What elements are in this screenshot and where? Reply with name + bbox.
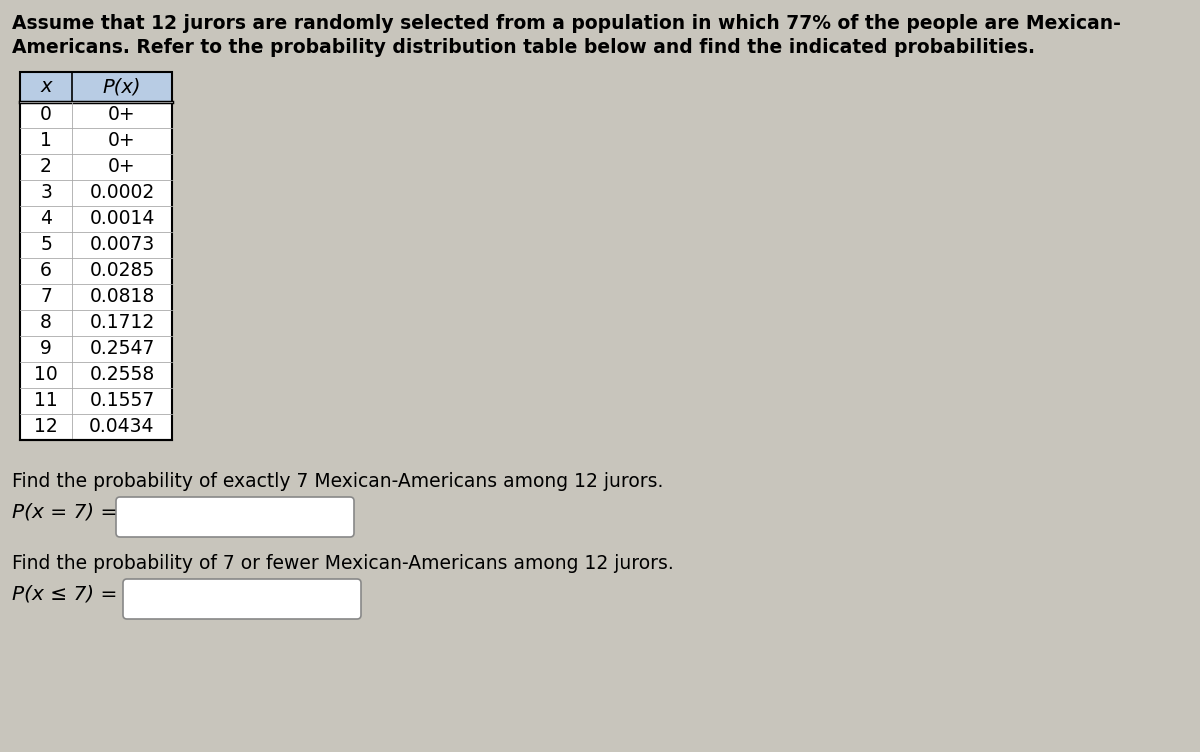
Text: 9: 9 [40,339,52,359]
Bar [20,310,172,336]
Text: Find the probability of 7 or fewer Mexican-Americans among 12 jurors.: Find the probability of 7 or fewer Mexic… [12,554,673,573]
Text: 2: 2 [40,157,52,177]
Text: 0+: 0+ [108,157,136,177]
Text: 0.1557: 0.1557 [89,392,155,411]
FancyBboxPatch shape [116,497,354,537]
Bar [20,284,172,310]
Bar [20,336,172,362]
Text: 0.0002: 0.0002 [89,183,155,202]
Text: Americans. Refer to the probability distribution table below and find the indica: Americans. Refer to the probability dist… [12,38,1034,57]
Text: 5: 5 [40,235,52,254]
Text: P(x): P(x) [103,77,142,96]
Text: 0.2558: 0.2558 [89,365,155,384]
Text: 10: 10 [34,365,58,384]
Text: 0.0818: 0.0818 [89,287,155,307]
Text: 0.1712: 0.1712 [89,314,155,332]
Text: 0.0285: 0.0285 [89,262,155,280]
Bar [20,72,172,102]
Bar [20,128,172,154]
Text: x: x [41,77,52,96]
Bar [20,232,172,258]
Text: 0.0014: 0.0014 [89,210,155,229]
Bar [20,102,172,128]
Bar [20,154,172,180]
Text: 0.2547: 0.2547 [89,339,155,359]
Text: P(x ≤ 7) =: P(x ≤ 7) = [12,584,118,603]
Bar [20,414,172,440]
Bar [20,388,172,414]
Text: 0.0434: 0.0434 [89,417,155,436]
Bar [20,362,172,388]
Text: 11: 11 [34,392,58,411]
Text: 3: 3 [40,183,52,202]
Text: 7: 7 [40,287,52,307]
Text: 8: 8 [40,314,52,332]
Text: 0+: 0+ [108,132,136,150]
Bar [20,206,172,232]
Text: Assume that 12 jurors are randomly selected from a population in which 77% of th: Assume that 12 jurors are randomly selec… [12,14,1121,33]
Text: 12: 12 [34,417,58,436]
Text: Find the probability of exactly 7 Mexican-Americans among 12 jurors.: Find the probability of exactly 7 Mexica… [12,472,664,491]
Text: 1: 1 [40,132,52,150]
Text: P(x = 7) =: P(x = 7) = [12,502,118,521]
FancyBboxPatch shape [124,579,361,619]
Text: 0+: 0+ [108,105,136,125]
Bar [20,72,172,440]
Text: 0: 0 [40,105,52,125]
Text: 0.0073: 0.0073 [89,235,155,254]
Bar [20,180,172,206]
Text: 4: 4 [40,210,52,229]
Bar [20,258,172,284]
Text: 6: 6 [40,262,52,280]
